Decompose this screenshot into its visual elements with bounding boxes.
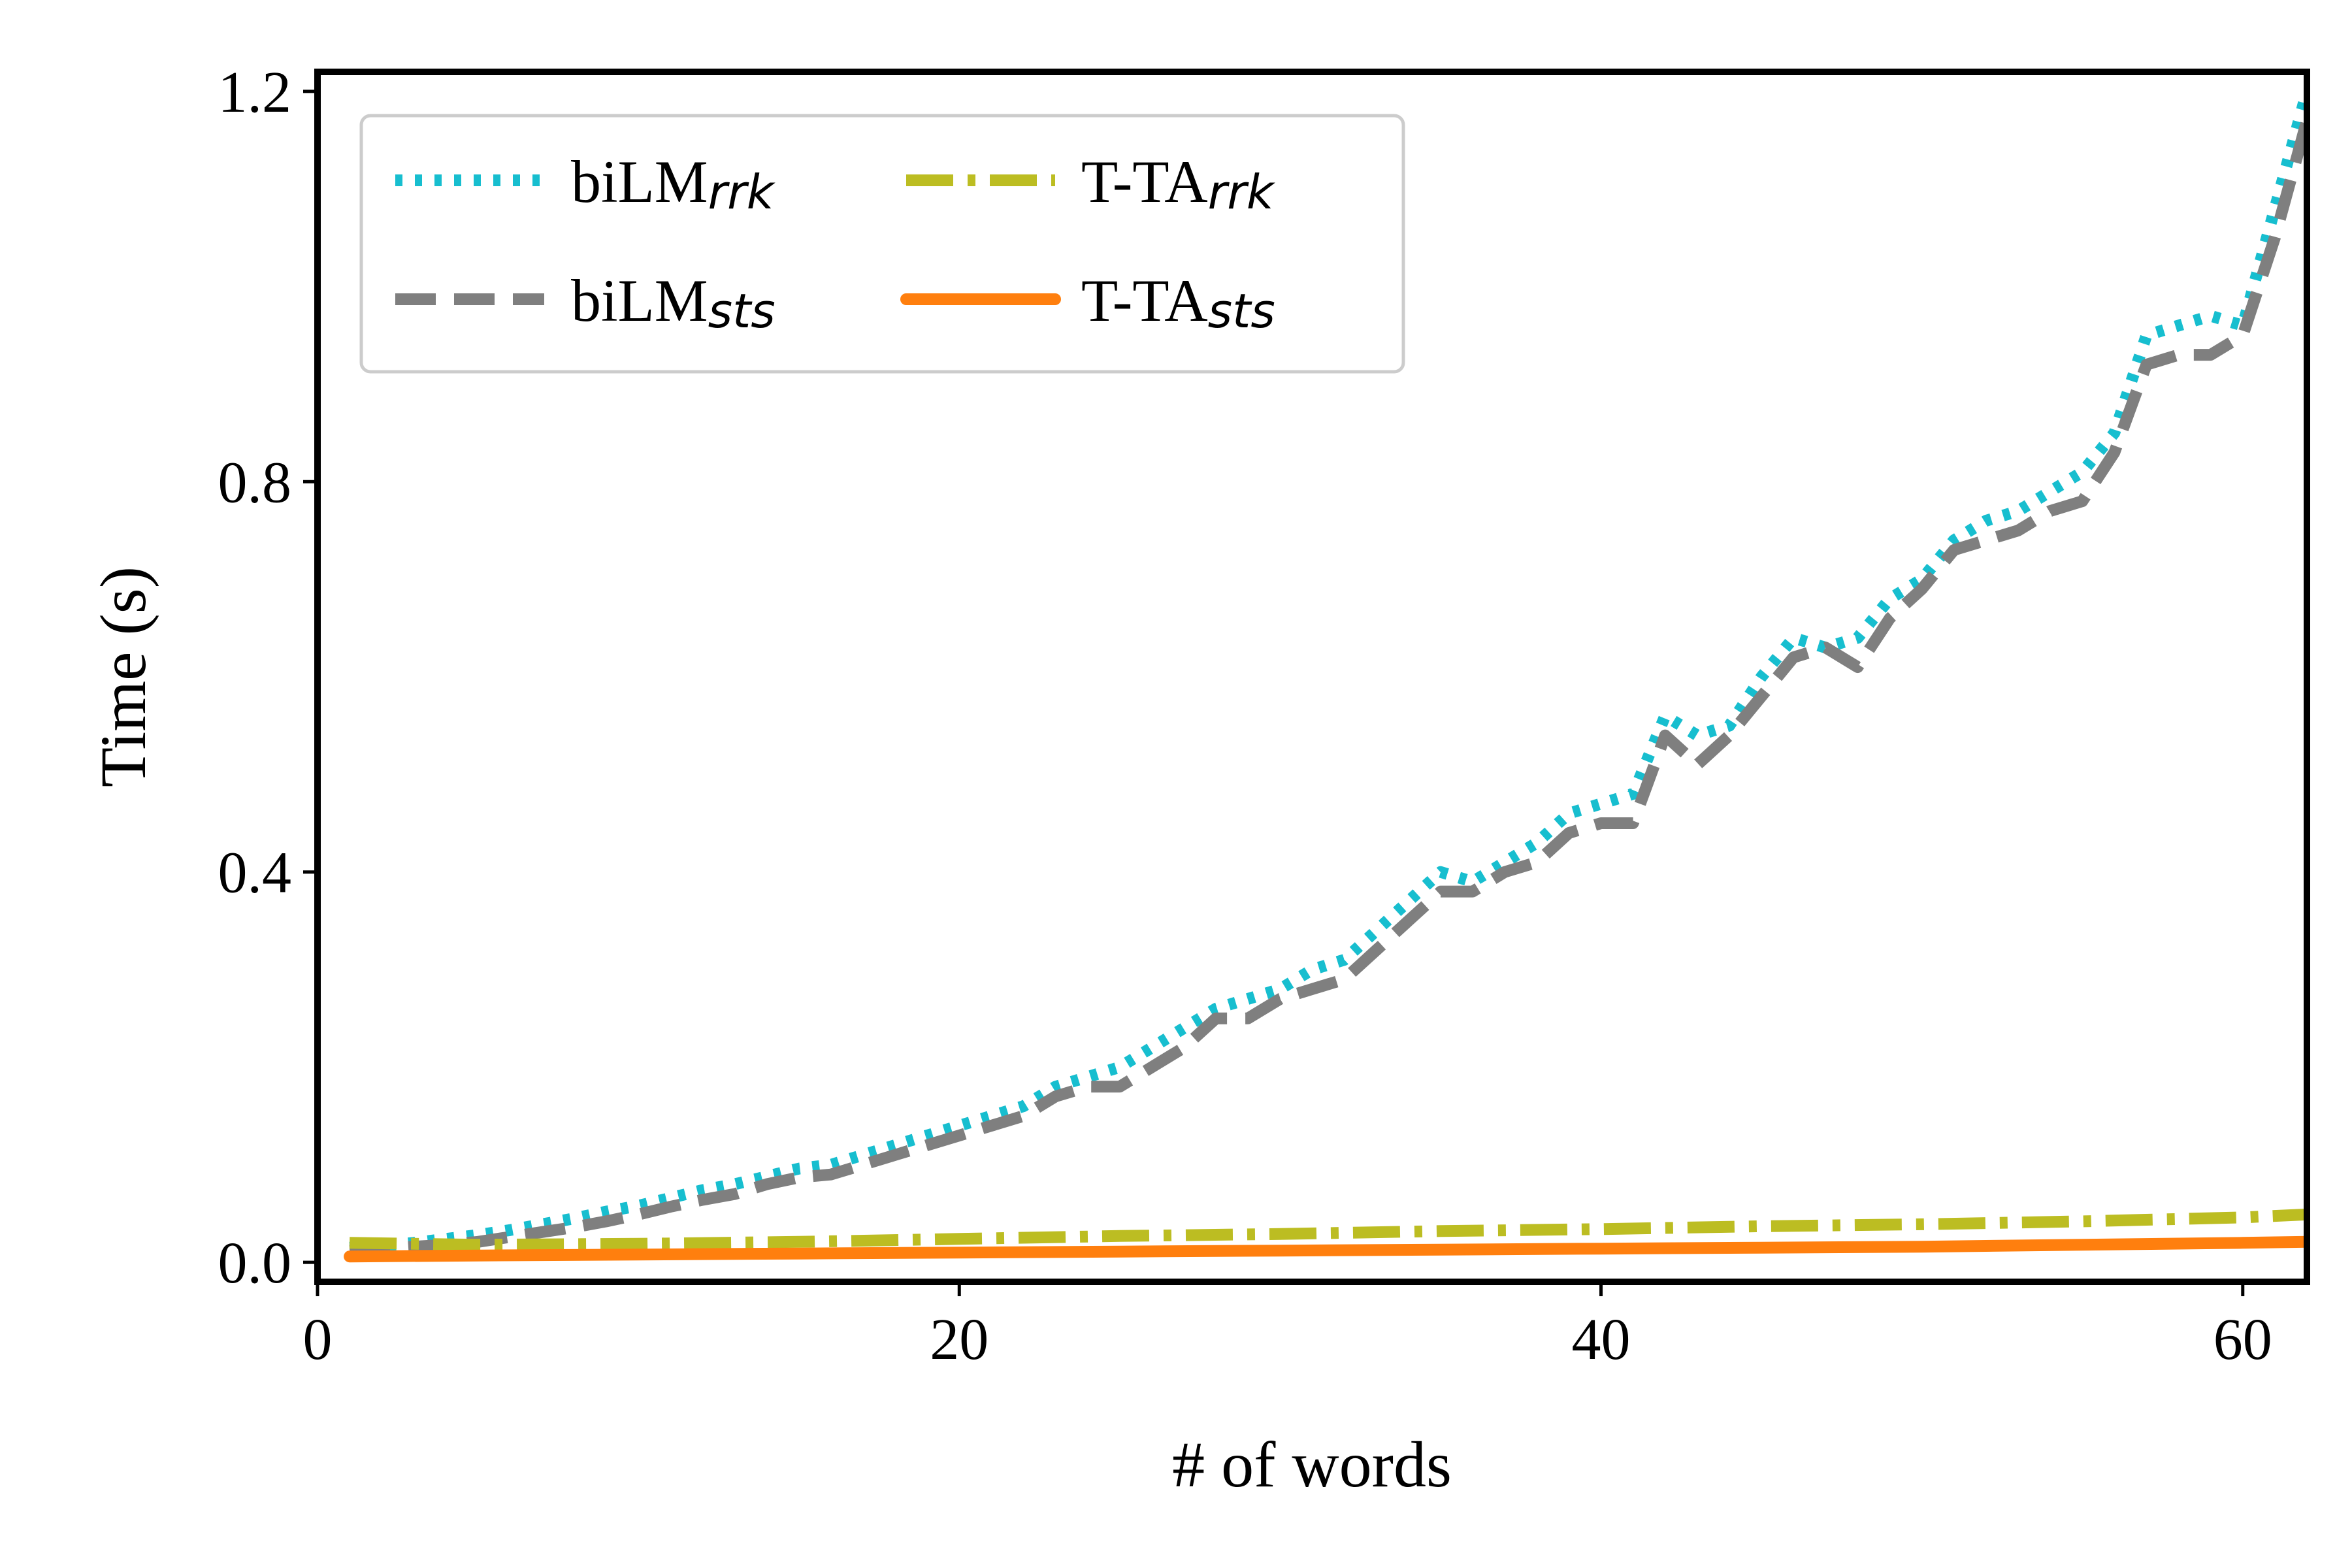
legend-label-biLMsts: biLMsts [571, 267, 776, 338]
x-axis-label: # of words [1172, 1428, 1452, 1501]
x-tick-label: 40 [1572, 1307, 1631, 1372]
tick-layer: 0 20 40 60 0.0 0.4 0.8 1.2 [218, 60, 2272, 1372]
x-tick-label: 60 [2213, 1307, 2272, 1372]
y-axis-label: Time (s) [87, 566, 159, 787]
series-line-T-TArrk [349, 1208, 2307, 1251]
legend-label-biLMrrk: biLMrrk [571, 148, 776, 220]
plot-frame [314, 69, 2310, 1285]
legend: biLMrrk biLMsts T-TArrk T-TAsts [359, 114, 1405, 374]
series-line-T-TAsts [344, 1235, 2307, 1263]
legend-label-T-TAsts: T-TAsts [1081, 267, 1275, 338]
legend-label-T-TArrk: T-TArrk [1081, 148, 1276, 220]
y-tick-label: 0.4 [218, 841, 292, 906]
legend-frame [359, 114, 1405, 374]
x-tick-label: 20 [930, 1307, 988, 1372]
y-tick-label: 0.0 [218, 1231, 292, 1296]
series-line-biLMsts [349, 119, 2307, 1257]
y-tick-label: 0.8 [218, 450, 292, 515]
series-layer [344, 90, 2307, 1263]
x-tick-label: 0 [303, 1307, 333, 1372]
y-tick-label: 1.2 [218, 60, 292, 125]
